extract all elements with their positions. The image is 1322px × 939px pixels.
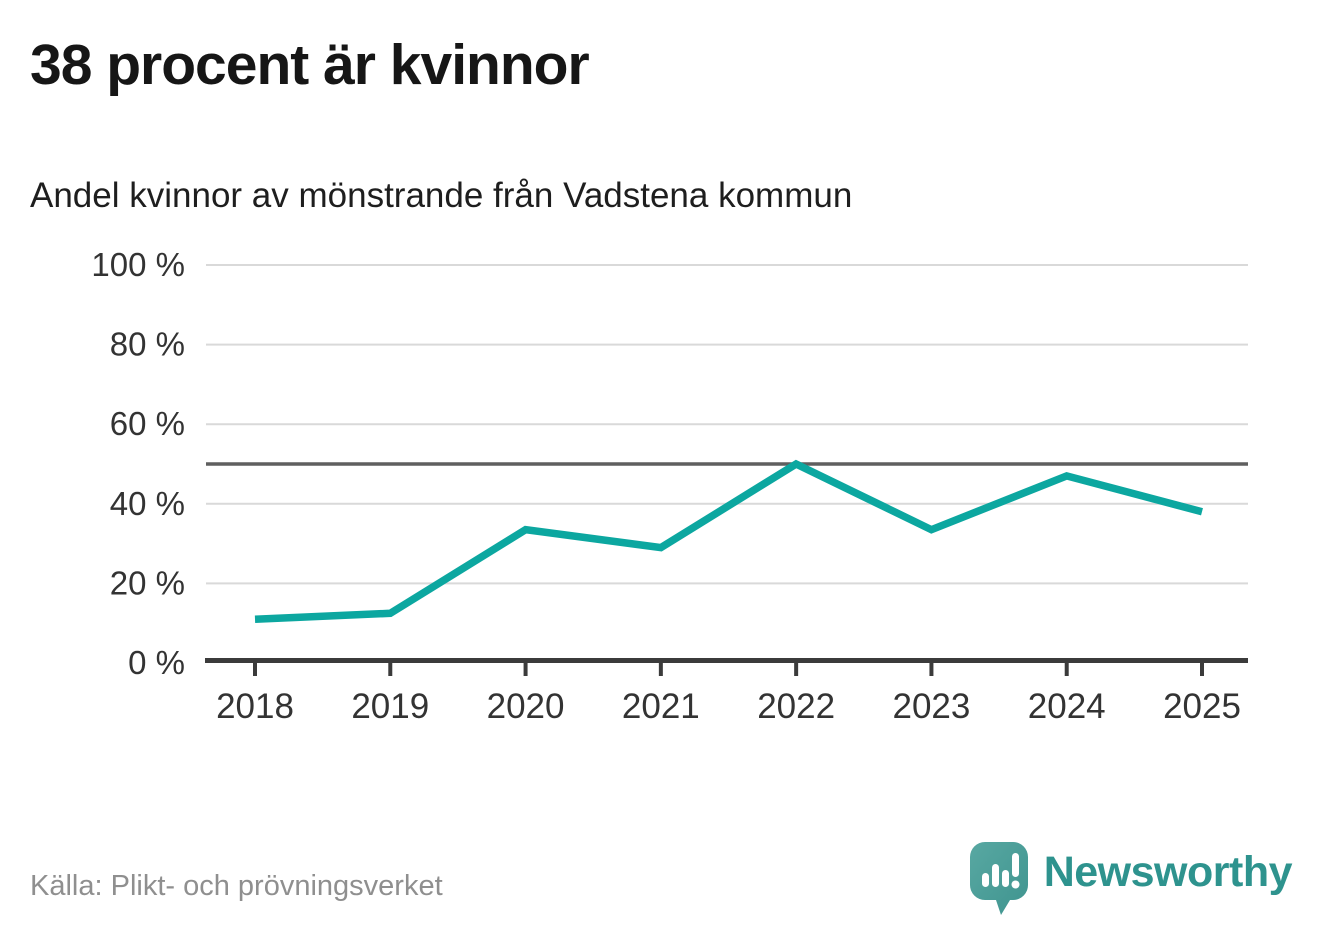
brand-name: Newsworthy xyxy=(1043,848,1293,896)
x-axis-label: 2021 xyxy=(622,687,700,726)
y-axis-label: 20 % xyxy=(110,564,185,601)
x-axis-label: 2024 xyxy=(1028,687,1106,726)
y-axis-label: 60 % xyxy=(110,405,185,442)
x-axis-label: 2022 xyxy=(757,687,835,726)
data-line-andel-kvinnor xyxy=(254,459,1203,623)
x-axis-label: 2018 xyxy=(216,687,294,726)
source-attribution: Källa: Plikt- och prövningsverket xyxy=(30,870,443,902)
chart-subtitle: Andel kvinnor av mönstrande från Vadsten… xyxy=(30,176,853,215)
y-axis-label: 100 % xyxy=(91,246,185,283)
x-axis-label: 2023 xyxy=(892,687,970,726)
y-axis-label: 80 % xyxy=(110,326,185,363)
y-axis-label: 0 % xyxy=(128,644,185,681)
line-chart: 0 % 20 % 40 % 60 % 80 % 100 % 2018 2019 2020 2021… xyxy=(91,246,1248,726)
x-axis-label: 2020 xyxy=(487,687,565,726)
x-axis-label: 2025 xyxy=(1163,687,1241,726)
chart-title: 38 procent är kvinnor xyxy=(30,33,590,97)
x-axis-label: 2019 xyxy=(351,687,429,726)
y-axis-label: 40 % xyxy=(110,485,185,522)
brand-footer: Newsworthy xyxy=(969,842,1293,918)
newsworthy-logo-icon xyxy=(969,842,1028,915)
